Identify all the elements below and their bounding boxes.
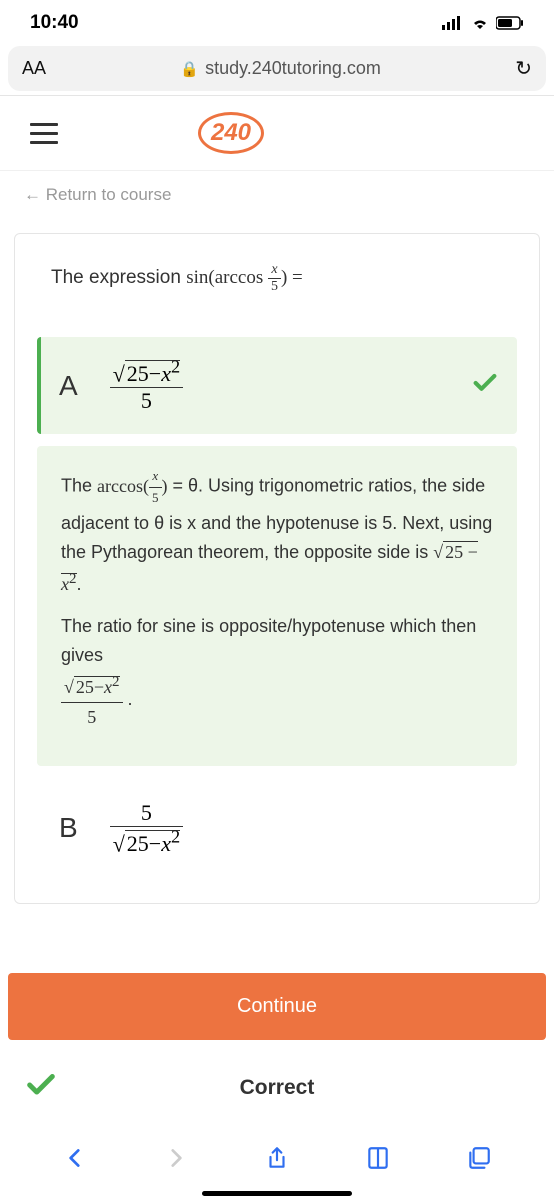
option-b[interactable]: B 5√25−x2 <box>37 780 517 877</box>
continue-button[interactable]: Continue <box>8 973 546 1040</box>
safari-bottom-nav <box>0 1135 554 1186</box>
question-text: The expression sin(arccos x5) = <box>37 262 517 295</box>
wifi-icon <box>470 15 490 31</box>
url-bar[interactable]: AA 🔒 study.240tutoring.com ↻ <box>8 46 546 91</box>
status-bar: 10:40 <box>0 0 554 42</box>
return-to-course-link[interactable]: ← Return to course <box>0 171 554 219</box>
logo[interactable]: 240 <box>198 112 264 154</box>
check-icon <box>471 369 499 402</box>
nav-tabs-icon[interactable] <box>466 1145 492 1176</box>
url-display[interactable]: 🔒 study.240tutoring.com <box>180 58 380 79</box>
question-prefix: The expression <box>51 267 186 288</box>
battery-icon <box>496 16 524 30</box>
option-letter: A <box>59 370 78 402</box>
option-formula: 5√25−x2 <box>110 800 183 857</box>
text-size-button[interactable]: AA <box>22 58 46 79</box>
result-bar: Correct <box>0 1058 554 1118</box>
result-label: Correct <box>240 1076 315 1100</box>
question-card: The expression sin(arccos x5) = A √25−x2… <box>14 233 540 904</box>
home-indicator[interactable] <box>202 1191 352 1196</box>
explanation-box: The arccos(x5) = θ. Using trigonometric … <box>37 446 517 765</box>
status-time: 10:40 <box>30 12 79 34</box>
nav-share-icon[interactable] <box>264 1145 290 1176</box>
reload-icon[interactable]: ↻ <box>515 56 532 81</box>
nav-back-icon[interactable] <box>62 1145 88 1176</box>
explanation-p1: The arccos(x5) = θ. Using trigonometric … <box>61 466 493 598</box>
app-header: 240 <box>0 95 554 171</box>
option-a[interactable]: A √25−x25 <box>37 337 517 434</box>
nav-forward-icon[interactable] <box>163 1145 189 1176</box>
url-text: study.240tutoring.com <box>205 58 381 79</box>
status-icons <box>442 15 524 31</box>
signal-icon <box>442 16 464 30</box>
option-formula: √25−x25 <box>110 357 183 414</box>
explanation-p2: The ratio for sine is opposite/hypotenus… <box>61 612 493 731</box>
lock-icon: 🔒 <box>180 60 199 78</box>
hamburger-menu-icon[interactable] <box>30 123 58 144</box>
nav-bookmarks-icon[interactable] <box>365 1145 391 1176</box>
result-check-icon <box>24 1068 58 1108</box>
option-letter: B <box>59 812 78 844</box>
